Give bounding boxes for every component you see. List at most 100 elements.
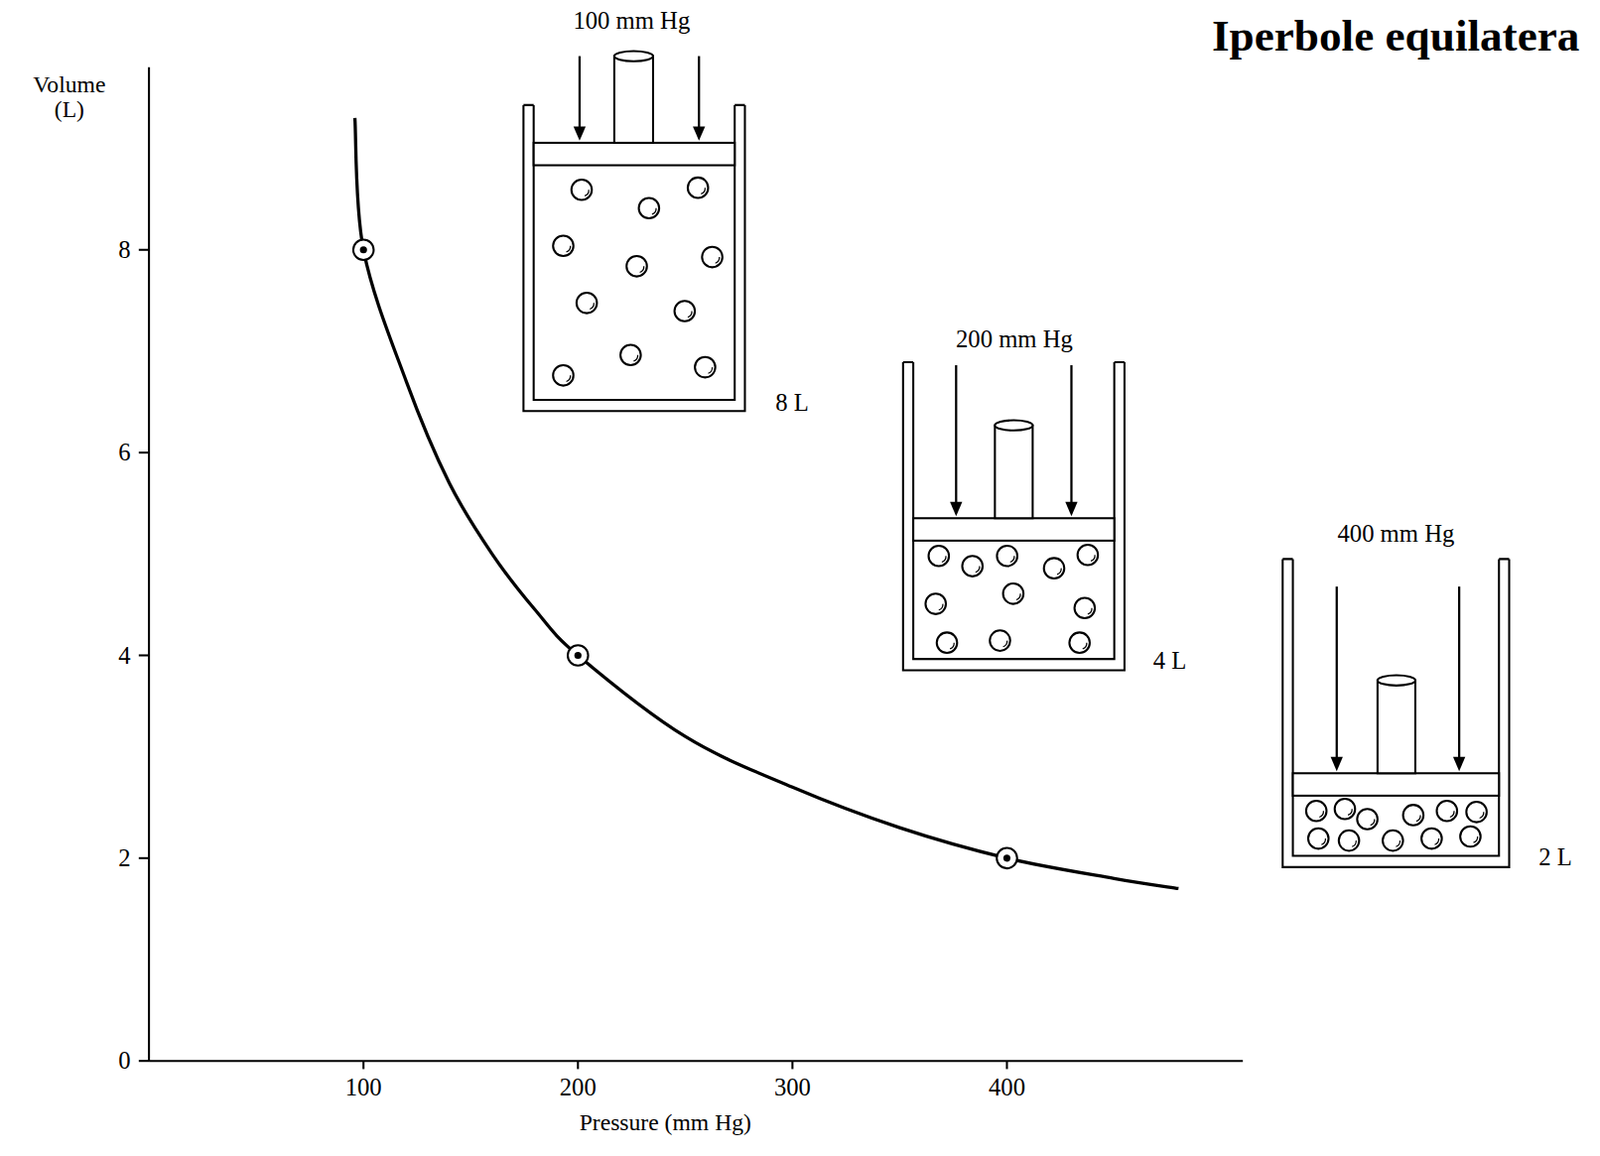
- molecule-shade: [1321, 838, 1326, 845]
- molecule-shade: [1010, 555, 1015, 562]
- molecule-shade: [1416, 814, 1421, 821]
- molecule: [1421, 828, 1443, 850]
- pressure-arrow: [1069, 365, 1072, 505]
- pressure-arrow: [1458, 586, 1461, 760]
- y-tick-label: 0: [118, 1047, 131, 1074]
- molecule-shade: [687, 311, 692, 318]
- molecule: [1308, 828, 1330, 850]
- curve: [355, 118, 1180, 890]
- molecule: [929, 545, 950, 567]
- molecule: [1356, 808, 1378, 830]
- molecule-shade: [566, 375, 571, 382]
- molecule-shade: [707, 367, 712, 374]
- molecule-shade: [1473, 836, 1478, 843]
- y-axis-line: [147, 67, 150, 1062]
- pressure-arrow: [697, 56, 700, 130]
- y-axis-title-line: (L): [54, 96, 85, 123]
- molecule: [701, 247, 723, 268]
- y-tick-label: 2: [118, 844, 131, 872]
- molecule: [674, 300, 696, 322]
- data-point-dot: [1003, 854, 1011, 862]
- pressure-arrowhead: [573, 126, 586, 140]
- x-tick-label: 100: [345, 1073, 383, 1101]
- pressure-label: 200 mm Hg: [955, 325, 1073, 353]
- molecule: [571, 179, 593, 201]
- y-tick: [138, 654, 149, 657]
- piston: [1293, 773, 1500, 797]
- molecule-shade: [949, 643, 954, 650]
- molecule: [989, 630, 1011, 652]
- piston-rod-top: [1377, 675, 1416, 686]
- cylinder-inner-wall: [913, 362, 1115, 660]
- pressure-arrowhead: [1453, 757, 1466, 772]
- y-tick: [138, 249, 149, 252]
- molecule: [552, 365, 574, 387]
- molecule: [552, 235, 574, 257]
- volume-label: 2 L: [1538, 843, 1573, 871]
- piston: [533, 142, 736, 166]
- molecule-shade: [1319, 810, 1324, 817]
- x-tick: [791, 1061, 794, 1069]
- pressure-arrow: [578, 56, 581, 130]
- molecule-shade: [715, 257, 720, 264]
- molecule: [687, 177, 709, 199]
- cylinder-rim: [903, 361, 1125, 364]
- y-tick: [138, 451, 149, 454]
- molecule-shade: [566, 246, 571, 253]
- molecule: [1003, 583, 1025, 605]
- molecule-shade: [1450, 810, 1455, 817]
- molecule: [925, 593, 946, 615]
- molecule: [1403, 804, 1425, 826]
- molecule: [626, 256, 648, 277]
- data-point-dot: [574, 652, 582, 660]
- molecule: [1437, 800, 1459, 822]
- cylinder-inner-wall: [1293, 558, 1500, 856]
- axes: 02468100200300400: [118, 67, 1243, 1101]
- molecule-shade: [700, 187, 705, 194]
- molecule-shade: [1351, 840, 1356, 847]
- molecule-shade: [1003, 641, 1008, 648]
- molecule: [1306, 800, 1328, 822]
- molecule: [1044, 557, 1066, 579]
- pressure-arrow: [954, 365, 957, 505]
- molecule-shade: [1087, 608, 1092, 615]
- molecule-shade: [652, 208, 657, 215]
- molecule: [1077, 544, 1099, 566]
- pressure-label: 100 mm Hg: [572, 6, 690, 34]
- molecule: [1334, 799, 1356, 820]
- molecule: [1460, 826, 1481, 848]
- molecule: [576, 292, 598, 314]
- data-point: [353, 239, 375, 261]
- molecule-shade: [1370, 819, 1375, 826]
- pressure-label: 400 mm Hg: [1336, 520, 1455, 547]
- molecule: [961, 555, 983, 577]
- molecule-shade: [1395, 840, 1400, 847]
- molecule-shade: [1479, 811, 1484, 818]
- piston-rod-top: [994, 420, 1033, 431]
- molecule-shade: [633, 355, 638, 362]
- molecule-shade: [1090, 554, 1095, 561]
- piston-rod-top: [614, 50, 654, 61]
- y-tick-label: 4: [118, 642, 131, 669]
- molecule-shade: [1082, 643, 1087, 650]
- cylinder-outer-wall: [1282, 558, 1509, 867]
- molecule-shade: [1347, 808, 1352, 815]
- cylinder: 200 mm Hg 4 L: [903, 325, 1187, 675]
- molecule-shade: [1057, 568, 1062, 575]
- piston-rod: [614, 56, 654, 143]
- data-point: [996, 848, 1018, 870]
- cylinder-rim: [1282, 557, 1509, 560]
- y-tick-label: 8: [118, 236, 131, 264]
- pressure-arrowhead: [692, 126, 705, 140]
- pressure-arrowhead: [949, 502, 962, 517]
- y-tick: [138, 1060, 149, 1063]
- y-axis-title: Volume(L): [32, 71, 106, 124]
- molecule-shade: [640, 266, 645, 272]
- piston: [913, 518, 1115, 541]
- volume-label: 4 L: [1153, 647, 1188, 674]
- molecule-shade: [584, 189, 589, 196]
- x-tick: [1005, 1061, 1008, 1069]
- molecule-shade: [589, 302, 594, 309]
- cylinder: 100 mm Hg8 L: [523, 6, 808, 417]
- cylinder: 400 mm Hg 2 L: [1282, 520, 1573, 871]
